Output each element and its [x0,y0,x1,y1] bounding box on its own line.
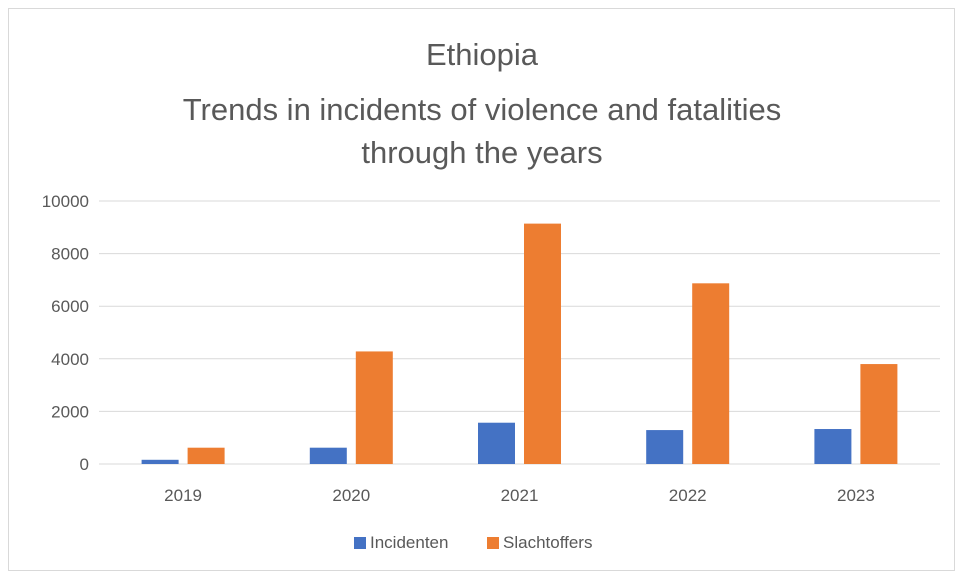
bar-incidenten-2022 [646,430,684,464]
bar-slachtoffers-2021 [524,223,561,464]
y-tick-label-0: 0 [80,455,89,474]
bar-incidenten-2020 [309,447,347,464]
bar-incidenten-2023 [814,429,852,464]
bar-slachtoffers-2019 [187,447,225,464]
chart-title-line-1: Ethiopia [425,37,539,72]
bar-incidenten-2021 [478,422,515,464]
bar-slachtoffers-2022 [692,283,730,464]
x-tick-label-2019: 2019 [164,486,202,505]
bar-slachtoffers-2020 [355,351,393,464]
x-tick-label-2021: 2021 [501,486,539,505]
x-tick-label-2022: 2022 [669,486,707,505]
chart-frame [8,8,955,571]
y-tick-label-6000: 6000 [51,297,89,316]
y-tick-label-2000: 2000 [51,402,89,421]
legend-swatch-slachtoffers [487,537,499,549]
x-tick-label-2023: 2023 [837,486,875,505]
legend-label-incidenten: Incidenten [370,533,448,552]
y-tick-label-8000: 8000 [51,245,89,264]
chart-title-line-3: through the years [361,135,603,170]
y-tick-label-10000: 10000 [42,192,89,211]
legend-label-slachtoffers: Slachtoffers [503,533,592,552]
chart-title-line-2: Trends in incidents of violence and fata… [182,92,782,127]
bar-slachtoffers-2023 [860,364,898,464]
bar-incidenten-2019 [141,459,179,464]
y-tick-label-4000: 4000 [51,350,89,369]
x-tick-label-2020: 2020 [332,486,370,505]
legend-swatch-incidenten [354,537,366,549]
